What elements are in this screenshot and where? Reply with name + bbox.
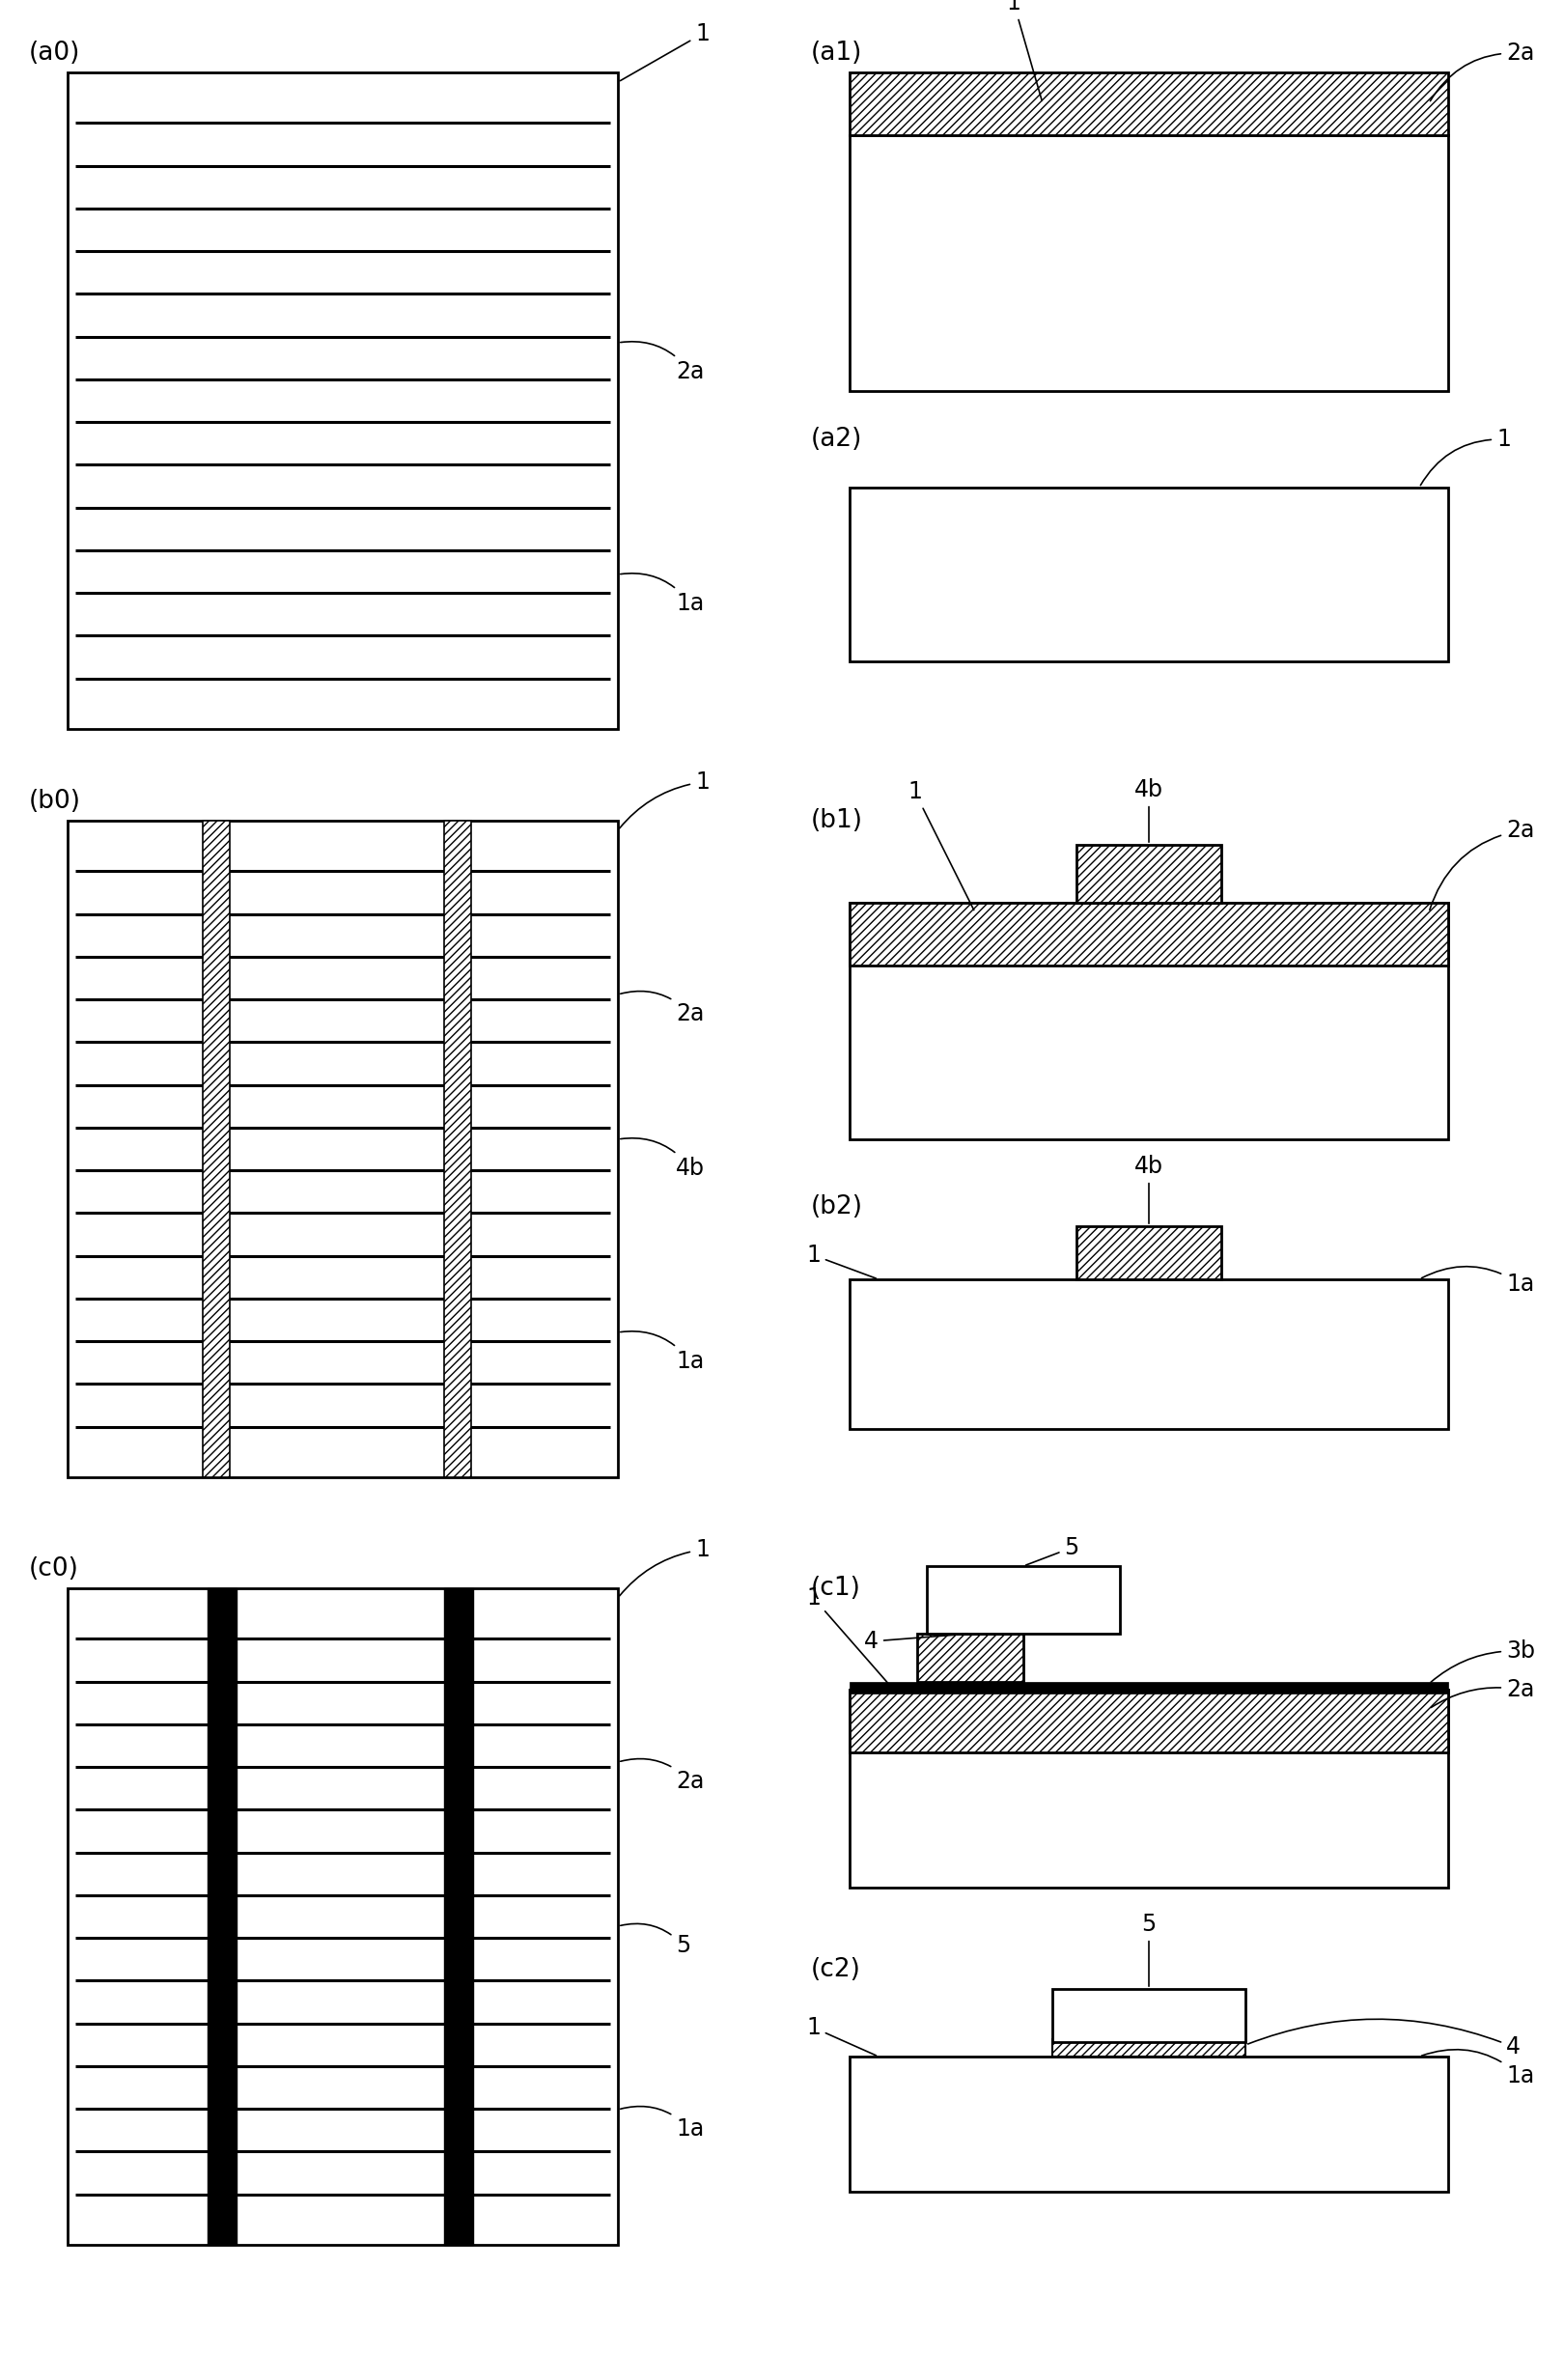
Bar bbox=[444, 1587, 472, 2244]
Text: 1a: 1a bbox=[1422, 1266, 1534, 1295]
Bar bbox=[849, 136, 1448, 390]
Bar bbox=[927, 1566, 1120, 1633]
Text: 4b: 4b bbox=[1134, 1154, 1164, 1223]
Text: 4b: 4b bbox=[621, 1138, 705, 1180]
Text: 2a: 2a bbox=[1429, 40, 1534, 100]
Bar bbox=[1076, 845, 1221, 902]
Bar bbox=[849, 488, 1448, 662]
Text: (b0): (b0) bbox=[30, 788, 81, 814]
Text: 3b: 3b bbox=[1431, 1640, 1534, 1683]
Text: 5: 5 bbox=[1142, 1914, 1156, 1987]
Text: 1: 1 bbox=[807, 2016, 876, 2056]
Text: 2a: 2a bbox=[1429, 819, 1534, 909]
Text: 1a: 1a bbox=[621, 1330, 704, 1373]
Text: 1: 1 bbox=[807, 1587, 896, 1692]
Bar bbox=[849, 71, 1448, 136]
Text: 5: 5 bbox=[621, 1923, 691, 1956]
Text: 1: 1 bbox=[907, 781, 974, 909]
Text: 1a: 1a bbox=[1422, 2049, 1534, 2087]
Text: (a0): (a0) bbox=[30, 40, 80, 67]
Text: 1a: 1a bbox=[621, 574, 704, 614]
Text: 4: 4 bbox=[863, 1630, 968, 1654]
Text: (b2): (b2) bbox=[812, 1195, 863, 1219]
Bar bbox=[1053, 2040, 1245, 2056]
Text: 2a: 2a bbox=[1431, 1678, 1534, 1706]
Bar bbox=[67, 71, 618, 728]
Bar bbox=[849, 902, 1448, 1140]
Text: 1: 1 bbox=[619, 771, 710, 828]
Text: 1: 1 bbox=[1007, 0, 1042, 100]
Bar bbox=[444, 821, 471, 1478]
Bar bbox=[203, 821, 230, 1478]
Bar bbox=[1053, 1990, 1245, 2042]
Text: 1a: 1a bbox=[621, 2106, 704, 2140]
Text: (a2): (a2) bbox=[812, 426, 862, 452]
Text: (c1): (c1) bbox=[812, 1576, 862, 1602]
Text: 1: 1 bbox=[621, 21, 710, 81]
Bar bbox=[849, 902, 1448, 966]
Bar bbox=[1076, 1226, 1221, 1280]
Text: 1: 1 bbox=[807, 1245, 876, 1278]
Bar bbox=[849, 1690, 1448, 1887]
Bar bbox=[917, 1633, 1023, 1683]
Text: 2a: 2a bbox=[621, 990, 704, 1026]
Text: (c2): (c2) bbox=[812, 1956, 862, 1983]
Bar bbox=[849, 1280, 1448, 1428]
Bar bbox=[849, 1683, 1448, 1695]
Bar bbox=[849, 1690, 1448, 1752]
Text: 4b: 4b bbox=[1134, 778, 1164, 843]
Bar bbox=[67, 1587, 618, 2244]
Bar bbox=[849, 2056, 1448, 2192]
Text: (a1): (a1) bbox=[812, 40, 862, 67]
Text: 2a: 2a bbox=[621, 343, 704, 383]
Text: 5: 5 bbox=[1026, 1535, 1079, 1566]
Text: 1: 1 bbox=[1420, 428, 1511, 486]
Bar bbox=[208, 1587, 236, 2244]
Text: 4: 4 bbox=[1248, 2018, 1520, 2059]
Text: 1: 1 bbox=[619, 1537, 710, 1597]
Text: (c0): (c0) bbox=[30, 1557, 80, 1583]
Text: 2a: 2a bbox=[621, 1759, 704, 1792]
Text: (b1): (b1) bbox=[812, 809, 863, 833]
Bar bbox=[67, 821, 618, 1478]
